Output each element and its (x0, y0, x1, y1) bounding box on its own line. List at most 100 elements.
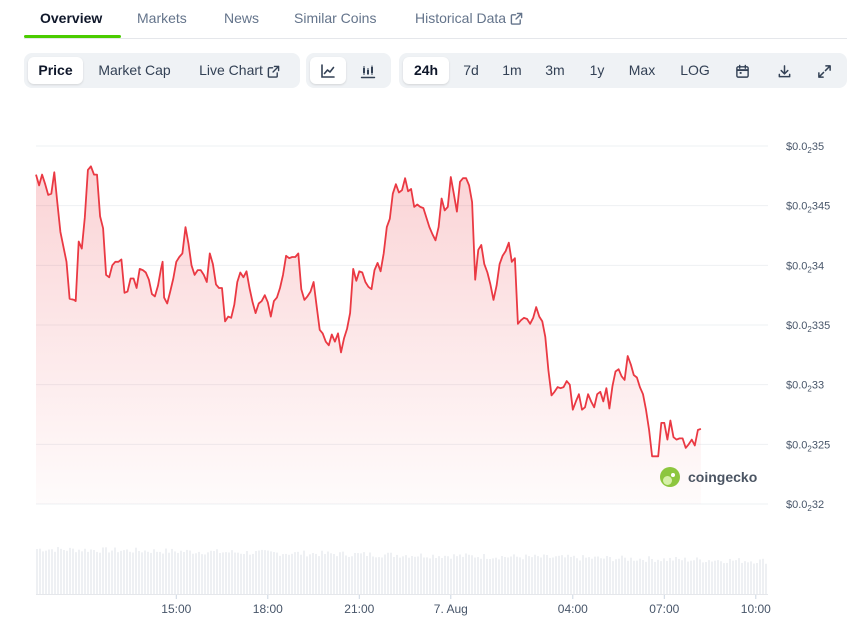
volume-bar (195, 553, 197, 594)
volume-bar (123, 550, 125, 594)
volume-bar (270, 551, 272, 594)
tab-similar-coins[interactable]: Similar Coins (294, 10, 377, 26)
y-tick-prefix: $0.0 (786, 141, 807, 153)
volume-bar (63, 549, 65, 594)
y-tick-label: $0.0234 (786, 260, 824, 274)
volume-bar (627, 560, 629, 594)
volume-bar (366, 556, 368, 594)
volume-bar (252, 553, 254, 594)
range-1m-button[interactable]: 1m (502, 62, 522, 78)
volume-bar (318, 556, 320, 594)
line-chart-button[interactable] (310, 57, 346, 84)
volume-bar (723, 563, 725, 594)
volume-bar (351, 556, 353, 594)
volume-bar (585, 557, 587, 594)
volume-bar (549, 557, 551, 594)
y-tick-label: $0.02325 (786, 439, 830, 453)
volume-bar (603, 558, 605, 594)
fullscreen-icon (817, 64, 831, 78)
volume-bar (36, 549, 38, 594)
volume-bar (246, 550, 248, 594)
volume-bar (429, 558, 431, 594)
price-tab[interactable]: Price (28, 57, 83, 84)
volume-bar (396, 554, 398, 594)
fullscreen-button[interactable] (809, 57, 839, 84)
volume-bar (243, 553, 245, 594)
download-button[interactable] (769, 57, 799, 84)
volume-bar (42, 551, 44, 594)
range-max-button[interactable]: Max (628, 62, 656, 78)
volume-bar (300, 554, 302, 594)
volume-bar (303, 550, 305, 594)
volume-bar (558, 555, 560, 594)
volume-bar (288, 554, 290, 594)
volume-bar (504, 557, 506, 594)
volume-bar (69, 547, 71, 594)
y-tick-prefix: $0.0 (786, 439, 807, 451)
volume-bar (729, 558, 731, 594)
volume-bar (546, 555, 548, 594)
volume-bar (291, 553, 293, 594)
tab-news[interactable]: News (224, 10, 260, 26)
volume-bar (732, 560, 734, 594)
y-tick-subscript: 2 (807, 206, 812, 215)
volume-bar (540, 557, 542, 594)
volume-bar (654, 561, 656, 594)
y-tick-digits: 335 (812, 320, 830, 332)
y-tick-label: $0.0233 (786, 380, 824, 394)
volume-bar (207, 552, 209, 594)
volume-bar (198, 551, 200, 594)
volume-bar (45, 550, 47, 594)
volume-bar (486, 558, 488, 594)
volume-bar (267, 550, 269, 594)
volume-bar (693, 560, 695, 594)
range-3m-button[interactable]: 3m (545, 62, 565, 78)
volume-bar (342, 551, 344, 594)
volume-bar (750, 561, 752, 594)
volume-bar (126, 549, 128, 594)
live-chart-tab[interactable]: Live Chart (187, 57, 292, 84)
candlestick-chart-button[interactable] (350, 57, 386, 84)
volume-bar (606, 556, 608, 594)
date-range-button[interactable] (727, 57, 757, 84)
volume-bar (477, 557, 479, 594)
volume-bar (612, 561, 614, 594)
volume-bar (105, 547, 107, 594)
volume-bar (324, 553, 326, 594)
range-7d-button[interactable]: 7d (463, 62, 479, 78)
volume-bar (81, 551, 83, 594)
volume-bar (201, 554, 203, 594)
range-24h-button[interactable]: 24h (403, 57, 449, 84)
volume-bar (258, 550, 260, 594)
volume-bar (564, 557, 566, 594)
volume-bar (240, 553, 242, 594)
volume-bar (699, 559, 701, 594)
volume-bar (435, 558, 437, 594)
volume-bar (432, 554, 434, 594)
y-tick-label: $0.0235 (786, 141, 824, 155)
x-tick-label: 21:00 (344, 602, 374, 616)
tab-overview[interactable]: Overview (40, 10, 103, 26)
volume-bar (156, 551, 158, 594)
volume-bar (717, 560, 719, 594)
log-scale-button[interactable]: LOG (680, 62, 710, 78)
external-link-icon (267, 65, 280, 78)
download-icon (778, 64, 790, 78)
market-cap-tab[interactable]: Market Cap (98, 62, 171, 78)
tab-markets[interactable]: Markets (137, 10, 187, 26)
volume-bar (75, 552, 77, 594)
chart-style-group (306, 53, 391, 88)
volume-bar (60, 548, 62, 594)
volume-bar (474, 557, 476, 594)
volume-bar (522, 559, 524, 594)
tab-historical-data[interactable]: Historical Data (415, 10, 523, 26)
volume-bar (381, 557, 383, 594)
volume-bar (333, 554, 335, 594)
volume-bar (234, 552, 236, 594)
volume-bar (177, 552, 179, 594)
volume-bar (150, 552, 152, 594)
volume-bar (645, 561, 647, 594)
top-nav: Overview Markets News Similar Coins Hist… (24, 0, 847, 39)
range-1y-button[interactable]: 1y (589, 62, 605, 78)
